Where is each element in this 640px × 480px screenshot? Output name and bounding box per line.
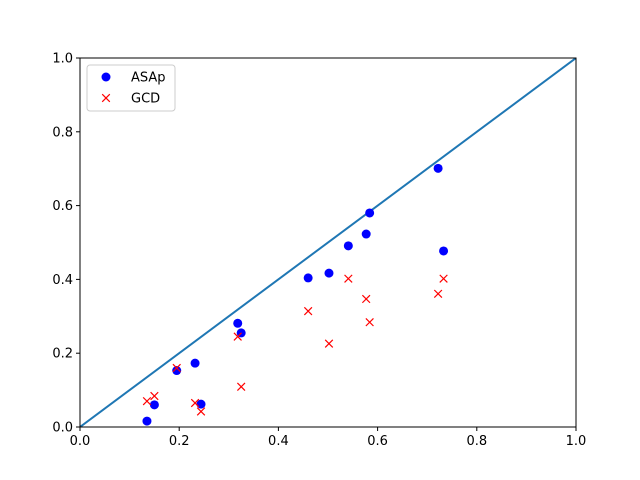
gcd-point-stroke: [344, 274, 353, 283]
asap-point: [365, 208, 375, 218]
reference-line: [80, 58, 576, 427]
gcd-point-stroke: [190, 398, 200, 408]
gcd-point-stroke: [433, 289, 443, 299]
asap-point: [439, 246, 449, 256]
asap-point: [433, 163, 443, 173]
gcd-point-stroke: [196, 407, 206, 416]
gcd-point: [361, 294, 371, 304]
asap-point: [149, 400, 159, 410]
gcd-point: [365, 317, 374, 327]
gcd-point: [172, 363, 181, 373]
legend: ASAp GCD: [86, 64, 176, 112]
legend-gcd-marker-stroke: [101, 93, 111, 103]
gcd-point-stroke: [303, 306, 313, 316]
gcd-point: [439, 274, 448, 283]
x-tick-label: 1.0: [566, 434, 587, 449]
plot-area: [80, 58, 576, 427]
gcd-point-stroke: [233, 332, 242, 341]
asap-point: [142, 416, 152, 426]
asap-point: [324, 268, 334, 278]
gcd-point: [433, 289, 443, 299]
gcd-point: [196, 407, 206, 416]
gcd-point: [236, 382, 246, 392]
legend-label: ASAp: [131, 71, 166, 86]
x-tick-label: 0.6: [367, 434, 388, 449]
x-tick-label: 0.4: [268, 434, 289, 449]
gcd-point: [324, 339, 334, 348]
gcd-point-stroke: [365, 317, 374, 327]
gcd-point-stroke: [361, 294, 371, 304]
y-tick-label: 0.8: [52, 125, 73, 140]
y-tick-label: 0.2: [52, 347, 73, 362]
asap-point: [172, 366, 182, 376]
y-tick-label: 0.0: [52, 421, 73, 436]
y-tick-label: 0.4: [52, 273, 73, 288]
legend-gcd-marker: [101, 93, 111, 103]
gcd-point-stroke: [142, 396, 152, 406]
asap-point: [361, 229, 371, 239]
gcd-point: [150, 391, 159, 401]
asap-point: [233, 318, 243, 328]
gcd-point: [233, 332, 242, 341]
asap-point: [190, 358, 200, 368]
axes-frame: [79, 57, 577, 428]
legend-label: GCD: [131, 92, 160, 107]
gcd-point-stroke: [324, 339, 334, 348]
gcd-point-stroke: [439, 274, 448, 283]
y-tick-label: 1.0: [52, 52, 73, 67]
gcd-point-stroke: [236, 382, 246, 392]
gcd-point-stroke: [172, 363, 181, 373]
y-tick-label: 0.6: [52, 199, 73, 214]
gcd-point-stroke: [150, 391, 159, 401]
x-tick-label: 0.0: [70, 434, 91, 449]
gcd-point: [142, 396, 152, 406]
gcd-point: [190, 398, 200, 408]
x-tick-label: 0.8: [466, 434, 487, 449]
asap-point: [303, 273, 313, 283]
axes: 0.0 0.2 0.4 0.6 0.8 1.0 0.0 0.2 0.4 0.6 0.8 1.0: [52, 52, 586, 450]
legend-asap-marker: [101, 72, 111, 82]
asap-point: [343, 241, 353, 251]
x-tick-label: 0.2: [169, 434, 190, 449]
gcd-point: [303, 306, 313, 316]
gcd-point: [344, 274, 353, 283]
